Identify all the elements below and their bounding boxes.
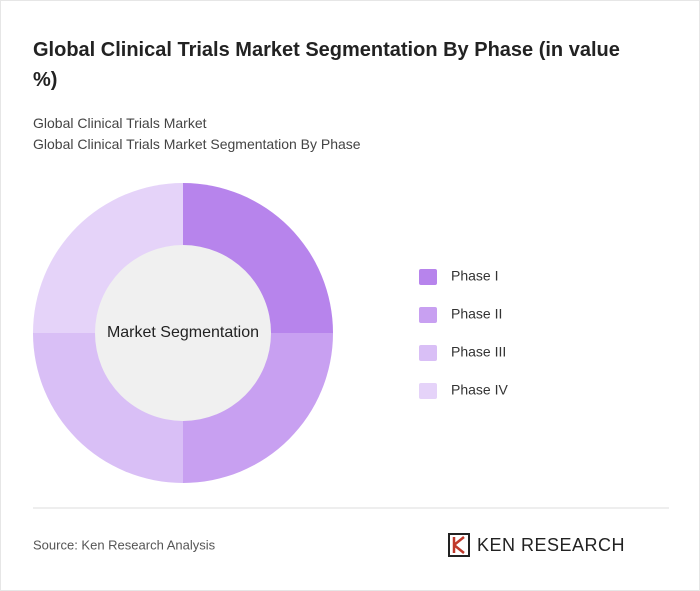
legend-swatch (419, 307, 437, 323)
legend-swatch (419, 383, 437, 399)
legend-swatch (419, 345, 437, 361)
legend-label: Phase II (451, 306, 502, 322)
logo: KEN RESEARCH (448, 533, 625, 557)
subtitle: Global Clinical Trials Market (33, 115, 207, 131)
chart-title: Global Clinical Trials Market Segmentati… (33, 39, 620, 91)
source: Source: Ken Research Analysis (33, 537, 216, 552)
legend-label: Phase III (451, 344, 506, 360)
legend-label: Phase I (451, 268, 498, 284)
center-label: Market Segmentation (107, 324, 259, 341)
donut-hole (95, 245, 271, 421)
legend-label: Phase IV (451, 382, 508, 398)
legend-swatch (419, 269, 437, 285)
logo-icon (448, 533, 470, 557)
logo-text: KEN RESEARCH (477, 535, 625, 555)
subtitle: Global Clinical Trials Market Segmentati… (33, 136, 361, 152)
logo-icon (452, 536, 465, 554)
